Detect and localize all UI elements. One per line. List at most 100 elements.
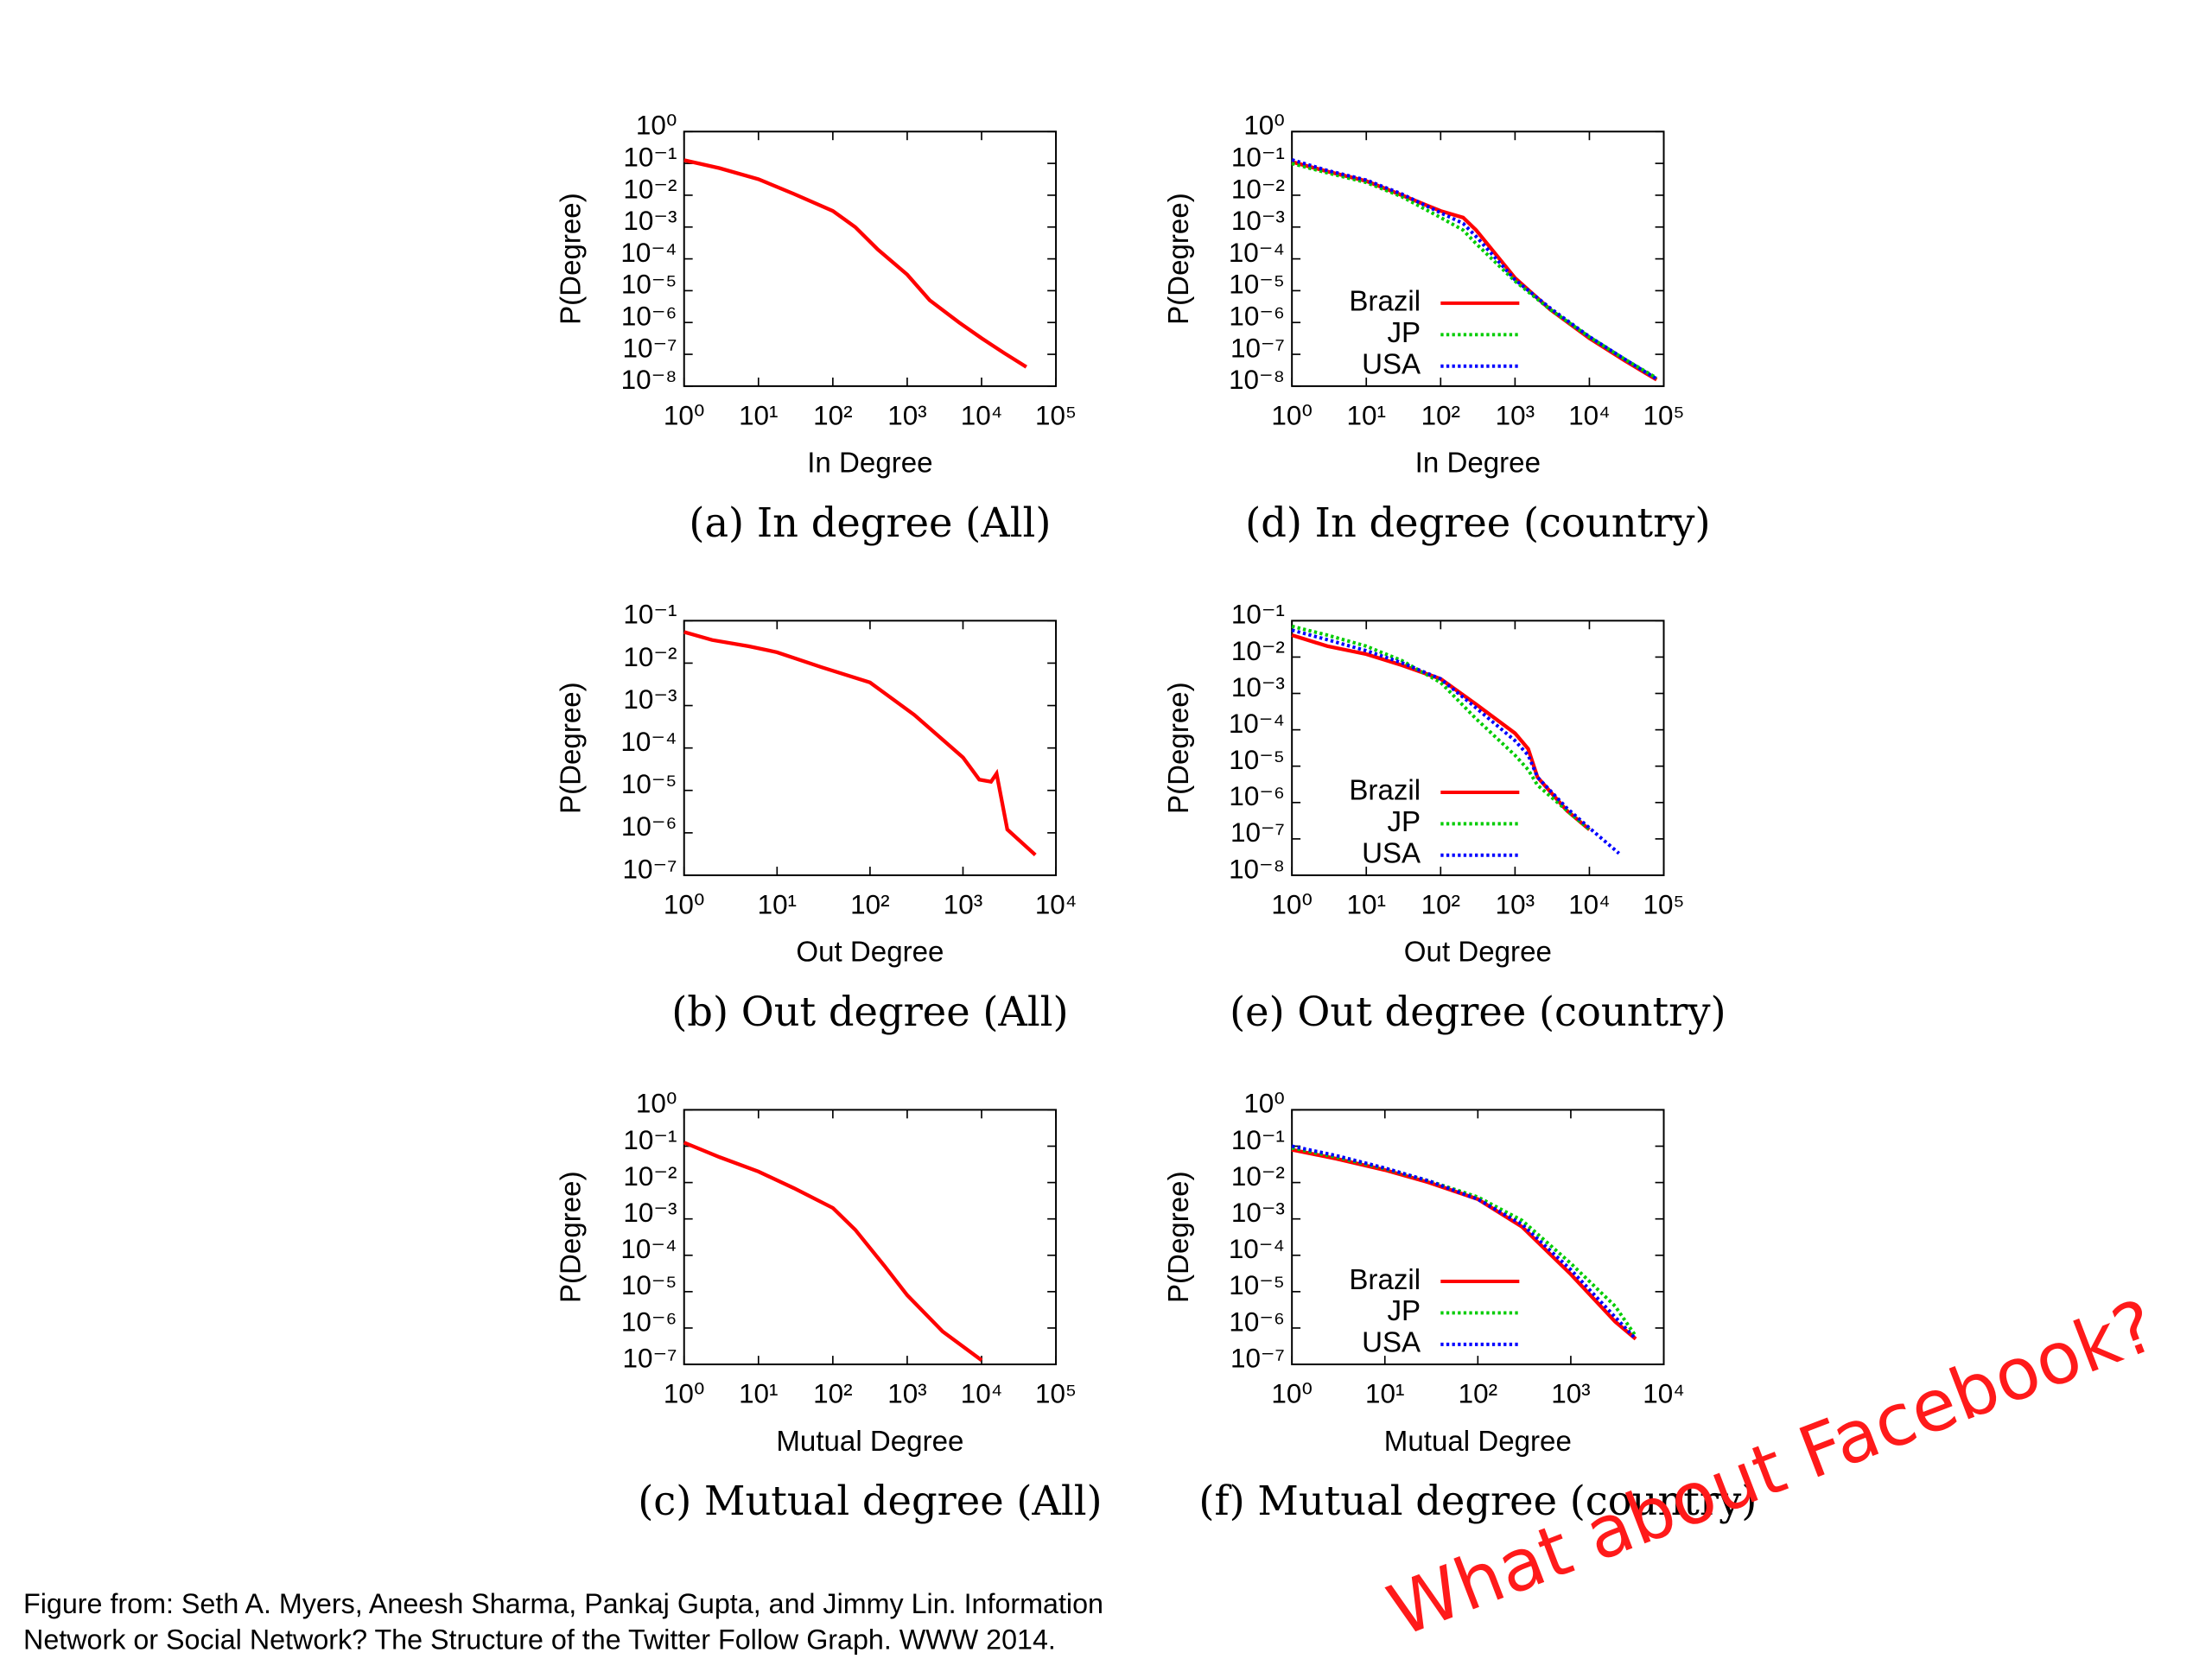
y-tick-label: 10⁻⁸	[1229, 854, 1285, 884]
y-axis-label: P(Degree)	[555, 682, 587, 814]
x-tick-label: 10⁵	[1643, 890, 1685, 920]
y-tick-label: 10⁻⁶	[621, 811, 677, 842]
series-line	[683, 1141, 983, 1362]
x-tick-label: 10¹	[1365, 1379, 1404, 1409]
x-tick-label: 10⁴	[961, 401, 1002, 431]
series-line	[1291, 628, 1621, 855]
x-tick-label: 10²	[813, 1379, 852, 1409]
x-tick-label: 10¹	[758, 890, 797, 920]
y-tick-label: 10⁻³	[623, 206, 677, 236]
x-tick-label: 10³	[887, 1379, 926, 1409]
y-tick-label: 10⁻¹	[623, 1125, 677, 1155]
y-tick-label: 10⁰	[1243, 111, 1285, 141]
y-tick-label: 10⁻¹	[623, 600, 677, 630]
source-line: Figure from: Seth A. Myers, Aneesh Sharm…	[23, 1588, 1103, 1619]
x-axis-label: Mutual Degree	[776, 1426, 963, 1458]
y-tick-label: 10⁻³	[1231, 206, 1285, 236]
x-tick-label: 10²	[813, 401, 852, 431]
x-tick-label: 10⁴	[961, 1379, 1002, 1409]
series-line	[1291, 157, 1658, 381]
y-tick-label: 10⁻⁴	[1229, 238, 1285, 268]
series-line	[1291, 160, 1658, 382]
y-tick-label: 10⁻⁷	[1230, 1343, 1285, 1373]
legend-label: JP	[1388, 806, 1421, 838]
plot-frame	[1291, 1109, 1665, 1366]
x-axis-label: In Degree	[1415, 448, 1541, 480]
legend-label: JP	[1388, 317, 1421, 349]
series-line	[1291, 1144, 1637, 1340]
y-tick-label: 10⁻⁵	[1229, 745, 1285, 775]
y-tick-label: 10⁻²	[623, 1161, 677, 1192]
series-line	[683, 158, 1027, 369]
x-tick-label: 10⁵	[1035, 1379, 1077, 1409]
x-tick-label: 10¹	[739, 401, 778, 431]
y-tick-label: 10⁻²	[1231, 1161, 1285, 1192]
caption: (b) Out degree (All)	[671, 988, 1068, 1035]
y-tick-label: 10⁻³	[1231, 672, 1285, 702]
legend-label: Brazil	[1349, 286, 1421, 318]
y-tick-label: 10⁻⁷	[623, 854, 677, 884]
x-tick-label: 10²	[850, 890, 889, 920]
x-tick-label: 10¹	[1347, 890, 1386, 920]
x-tick-label: 10⁴	[1568, 401, 1610, 431]
y-tick-label: 10⁻²	[623, 174, 677, 204]
x-tick-label: 10²	[1421, 401, 1460, 431]
x-axis-label: Mutual Degree	[1384, 1426, 1572, 1458]
x-tick-label: 10²	[1421, 890, 1460, 920]
x-tick-label: 10⁰	[664, 890, 705, 920]
x-tick-label: 10¹	[1347, 401, 1386, 431]
caption: (a) In degree (All)	[689, 499, 1051, 546]
y-axis-label: P(Degree)	[1163, 193, 1195, 325]
y-tick-label: 10⁻¹	[1231, 1125, 1285, 1155]
x-tick-label: 10⁰	[1271, 1379, 1313, 1409]
y-tick-label: 10⁻²	[1231, 174, 1285, 204]
series-line	[683, 630, 1037, 857]
y-tick-label: 10⁻⁶	[621, 302, 677, 332]
y-tick-label: 10⁻⁸	[1229, 365, 1285, 395]
y-tick-label: 10⁻³	[1231, 1198, 1285, 1228]
x-axis-label: Out Degree	[1404, 937, 1552, 969]
x-tick-label: 10⁴	[1643, 1379, 1684, 1409]
series-line	[1291, 1147, 1637, 1341]
y-tick-label: 10⁻³	[623, 684, 677, 715]
y-tick-label: 10⁰	[636, 1089, 677, 1119]
x-tick-label: 10⁰	[1271, 890, 1313, 920]
y-tick-label: 10⁻⁷	[623, 333, 677, 363]
series-line	[1291, 1146, 1637, 1338]
caption: (e) Out degree (country)	[1230, 988, 1726, 1035]
x-tick-label: 10³	[944, 890, 982, 920]
x-tick-label: 10¹	[739, 1379, 778, 1409]
legend-label: Brazil	[1349, 775, 1421, 807]
y-tick-label: 10⁻⁴	[620, 1234, 677, 1264]
caption: (f) Mutual degree (country)	[1198, 1478, 1757, 1524]
y-tick-label: 10⁻⁷	[1230, 333, 1285, 363]
y-tick-label: 10⁰	[636, 111, 677, 141]
caption: (c) Mutual degree (All)	[638, 1478, 1102, 1524]
legend-label: USA	[1362, 1327, 1421, 1359]
plot-frame	[683, 1109, 1058, 1366]
x-tick-label: 10⁰	[1271, 401, 1313, 431]
x-tick-label: 10³	[1496, 890, 1535, 920]
plot-frame	[1291, 620, 1665, 876]
y-tick-label: 10⁻⁴	[620, 238, 677, 268]
y-tick-label: 10⁻¹	[623, 142, 677, 172]
series-line	[1291, 633, 1591, 831]
y-axis-label: P(Degree)	[1163, 682, 1195, 814]
y-tick-label: 10⁻⁶	[1229, 781, 1285, 811]
y-tick-label: 10⁻⁵	[621, 270, 677, 300]
legend-label: USA	[1362, 348, 1421, 380]
x-axis-label: Out Degree	[796, 937, 944, 969]
x-tick-label: 10⁴	[1568, 890, 1610, 920]
y-tick-label: 10⁻⁵	[1229, 1270, 1285, 1300]
annotation: What about Facebook?	[1377, 1283, 2167, 1653]
legend-label: JP	[1388, 1295, 1421, 1327]
legend-label: Brazil	[1349, 1264, 1421, 1296]
y-tick-label: 10⁻⁴	[1229, 1234, 1285, 1264]
x-tick-label: 10³	[1551, 1379, 1590, 1409]
x-tick-label: 10⁰	[664, 1379, 705, 1409]
x-tick-label: 10⁴	[1035, 890, 1077, 920]
y-tick-label: 10⁻⁷	[1230, 817, 1285, 848]
y-axis-label: P(Degree)	[555, 1171, 587, 1303]
x-axis-label: In Degree	[807, 448, 932, 480]
